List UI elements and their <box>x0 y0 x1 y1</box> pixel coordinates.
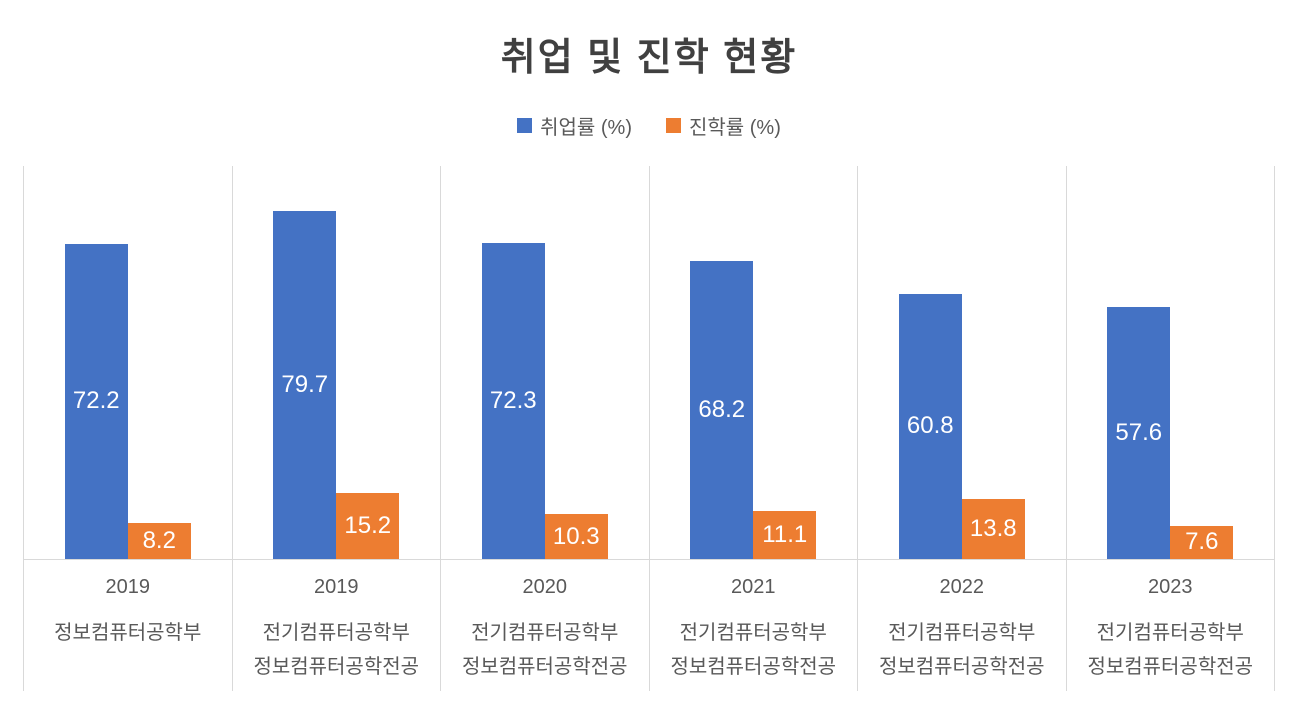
bars-region: 72.2 8.2 <box>24 166 232 560</box>
category-dept-line: 정보컴퓨터공학전공 <box>670 656 837 678</box>
category-dept-line: 전기컴퓨터공학부 <box>262 622 410 644</box>
advancement-legend-label: 진학률 (%) <box>689 117 781 139</box>
bars-region: 79.7 15.2 <box>232 166 440 560</box>
advancement-bar: 8.2 <box>127 523 191 559</box>
advancement-bar: 13.8 <box>961 498 1025 559</box>
advancement-legend-swatch <box>666 118 681 133</box>
employment-bar-label: 72.2 <box>72 387 120 415</box>
advancement-bar-label: 7.6 <box>1185 528 1219 556</box>
employment-bar-label: 68.2 <box>698 396 746 424</box>
employment-bar: 60.8 <box>898 293 962 559</box>
category-dept-line: 전기컴퓨터공학부 <box>471 622 619 644</box>
advancement-bar-label: 11.1 <box>762 520 808 548</box>
category-label: 2019 정보컴퓨터공학부 <box>24 560 232 691</box>
employment-bar: 72.3 <box>481 243 545 559</box>
category-year: 2023 <box>1148 576 1193 598</box>
employment-bar: 72.2 <box>64 243 128 559</box>
employment-bar-label: 72.3 <box>489 387 537 415</box>
category-dept-line: 전기컴퓨터공학부 <box>1096 622 1244 644</box>
advancement-bar-label: 10.3 <box>552 522 600 550</box>
category-year: 2019 <box>105 576 151 598</box>
category-year: 2022 <box>939 576 985 598</box>
legend-item-advancement: 진학률 (%) <box>666 111 781 140</box>
advancement-bar-label: 13.8 <box>969 514 1017 542</box>
advancement-bar-label: 8.2 <box>142 527 176 555</box>
employment-legend-label: 취업률 (%) <box>540 117 632 139</box>
category-dept-line: 정보컴퓨터공학전공 <box>461 656 628 678</box>
advancement-bar-label: 15.2 <box>344 511 392 539</box>
employment-bar-label: 79.7 <box>281 370 329 398</box>
legend-item-employment: 취업률 (%) <box>517 111 632 140</box>
category-dept: 정보컴퓨터공학부 <box>24 616 232 650</box>
category-dept-line: 정보컴퓨터공학전공 <box>253 656 420 678</box>
employment-bar: 57.6 <box>1107 307 1171 559</box>
category-dept-line: 전기컴퓨터공학부 <box>679 622 827 644</box>
category-year: 2019 <box>314 576 359 598</box>
category-dept-line: 정보컴퓨터공학전공 <box>1087 656 1254 678</box>
employment-bar: 68.2 <box>690 261 754 559</box>
bars-region: 60.8 13.8 <box>858 166 1066 560</box>
employment-bar-label: 57.6 <box>1115 419 1163 447</box>
bars-region: 57.6 7.6 <box>1066 166 1274 560</box>
category-year: 2021 <box>731 576 776 598</box>
category-dept-line: 정보컴퓨터공학부 <box>54 622 202 644</box>
bars-region: 68.2 11.1 <box>649 166 857 560</box>
chart-legend: 취업률 (%) 진학률 (%) <box>0 111 1298 140</box>
advancement-bar: 11.1 <box>753 510 817 559</box>
advancement-bar: 10.3 <box>544 514 608 559</box>
advancement-bar: 7.6 <box>1170 525 1234 559</box>
plot-area: 72.2 8.2 2019 정보컴퓨터공학부 79.7 15.2 2019 전기… <box>23 166 1275 691</box>
bars-region: 72.3 10.3 <box>441 166 649 560</box>
category-year: 2020 <box>522 576 568 598</box>
employment-bar: 79.7 <box>273 210 337 559</box>
advancement-bar: 15.2 <box>336 492 400 559</box>
employment-bar-label: 60.8 <box>906 412 954 440</box>
chart-title: 취업 및 진학 현황 <box>500 37 798 79</box>
category-dept-line: 정보컴퓨터공학전공 <box>878 656 1045 678</box>
employment-legend-swatch <box>517 118 533 133</box>
category-group-column: 72.2 8.2 2019 정보컴퓨터공학부 <box>24 166 233 691</box>
category-dept-line: 전기컴퓨터공학부 <box>888 622 1036 644</box>
